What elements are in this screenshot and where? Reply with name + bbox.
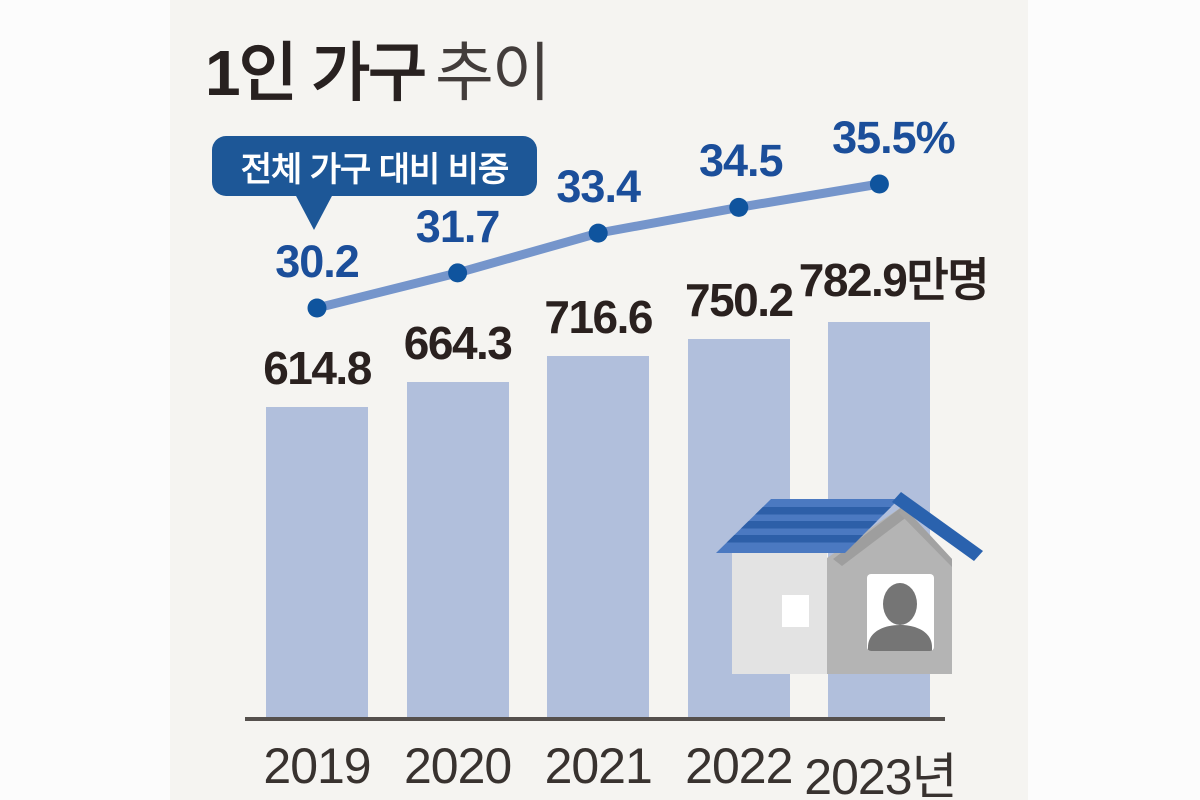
bar-value-label: 614.8 [263,342,372,395]
x-tick-label: 2019 [263,738,371,794]
bar-2022 [687,338,790,719]
percent-value-label: 31.7 [415,200,501,252]
x-tick-label: 2020 [403,738,512,794]
chart-title: 1인 가구 추이 [205,22,551,114]
percent-value-label: 30.2 [275,236,360,287]
x-tick-label: 2021 [544,738,653,794]
x-axis-line [245,717,945,721]
x-tick-label: 2023년 [804,749,957,800]
title-main: 1인 가구 [205,37,427,109]
percent-value-label: 33.4 [556,161,641,213]
bar-value-label: 664.3 [403,317,513,370]
bar-value-label: 716.6 [544,290,653,343]
callout-bubble: 전체 가구 대비 비중 [212,136,537,196]
bar-2019 [266,407,368,719]
x-tick-label: 2022 [685,738,793,794]
percent-value-label: 34.5 [699,135,784,187]
bar-value-label: 750.2 [684,273,794,326]
bar-2021 [547,355,650,719]
bar-2023년 [828,321,931,719]
bar-2020 [406,382,509,719]
callout-label: 전체 가구 대비 비중 [240,150,510,189]
percent-value-label: 35.5% [832,112,956,163]
bar-value-label: 782.9만명 [798,253,990,306]
callout-tail [295,194,333,230]
title-sub: 추이 [435,37,551,109]
